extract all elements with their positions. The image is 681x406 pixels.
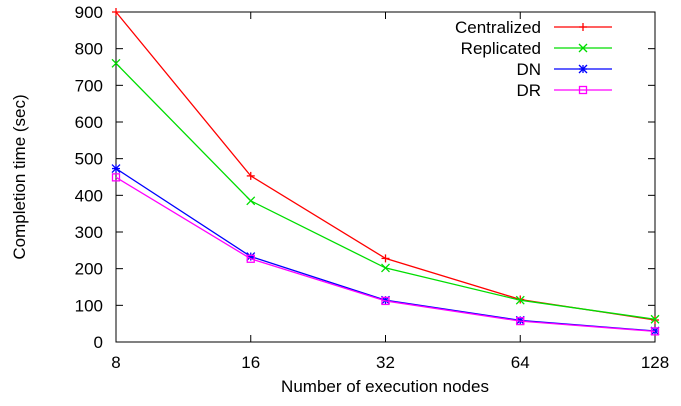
legend-label-dn: DN	[516, 60, 541, 79]
data-point-replicated	[381, 263, 390, 273]
y-tick-label: 100	[75, 296, 103, 315]
legend-label-replicated: Replicated	[461, 39, 541, 58]
x-tick-label: 16	[241, 353, 260, 372]
y-tick-label: 800	[75, 40, 103, 59]
data-point-replicated	[246, 196, 256, 206]
legend-label-centralized: Centralized	[455, 18, 541, 37]
x-tick-label: 8	[111, 353, 120, 372]
legend-label-dr: DR	[516, 81, 541, 100]
y-tick-label: 0	[94, 333, 103, 352]
x-axis-title: Number of execution nodes	[281, 377, 489, 396]
data-point-centralized	[381, 254, 390, 263]
series-line-centralized	[115, 11, 656, 321]
data-point-dr	[516, 316, 525, 326]
y-tick-label: 700	[75, 76, 103, 95]
data-point-dr	[650, 327, 660, 336]
data-point-dr	[111, 173, 121, 182]
legend-marker-dr	[578, 85, 588, 95]
x-tick-label: 64	[511, 353, 530, 372]
y-tick-label: 500	[75, 150, 103, 169]
y-tick-label: 600	[75, 113, 103, 132]
y-tick-label: 300	[75, 223, 103, 242]
y-tick-label: 400	[75, 186, 103, 205]
y-axis-title: Completion time (sec)	[10, 94, 29, 259]
data-point-centralized	[112, 8, 120, 16]
x-tick-label: 32	[376, 353, 395, 372]
series-line-replicated	[115, 62, 656, 320]
data-point-replicated	[650, 314, 660, 324]
x-tick-label: 128	[641, 353, 669, 372]
data-point-dn	[111, 164, 121, 174]
data-point-replicated	[111, 58, 121, 68]
legend-marker-centralized	[579, 23, 587, 31]
series-line-dr	[115, 176, 656, 333]
legend-marker-dn	[578, 64, 588, 74]
y-tick-label: 200	[75, 260, 103, 279]
plot-frame	[115, 11, 656, 343]
data-point-centralized	[246, 171, 255, 180]
y-tick-label: 900	[75, 3, 103, 22]
data-point-replicated	[515, 295, 525, 305]
legend-marker-replicated	[578, 43, 588, 53]
data-point-dr	[246, 254, 255, 263]
data-point-dr	[381, 296, 390, 306]
series-line-dn	[115, 168, 656, 332]
